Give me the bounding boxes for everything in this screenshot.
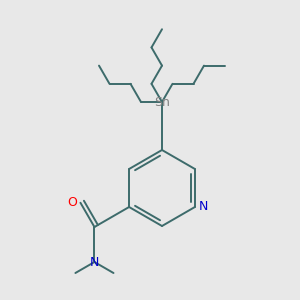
- Text: O: O: [68, 196, 77, 209]
- Text: N: N: [199, 200, 208, 214]
- Text: Sn: Sn: [154, 95, 170, 109]
- Text: N: N: [90, 256, 99, 268]
